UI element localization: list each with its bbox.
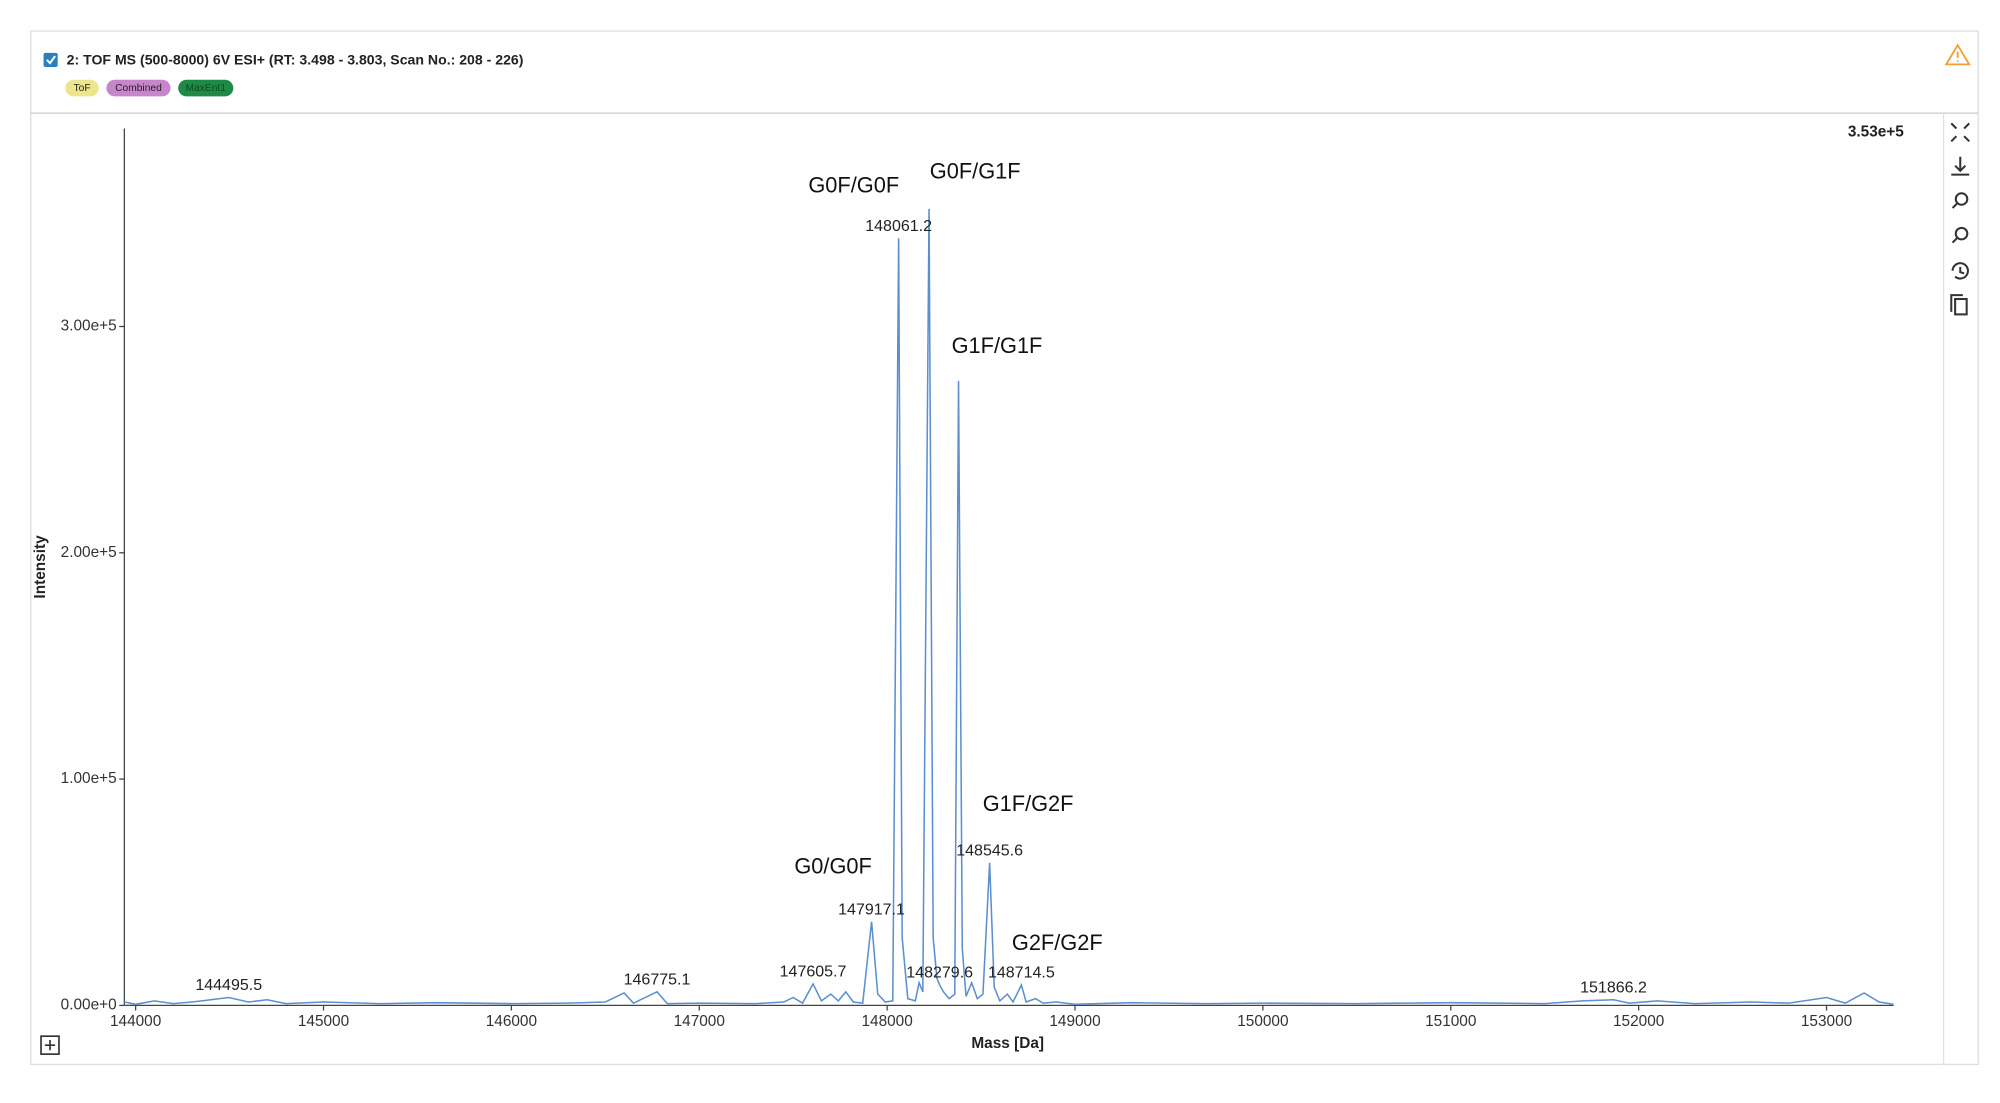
x-tick-label: 147000 [674,1013,725,1030]
spectrum-line [124,208,1894,1006]
peak-mass-label: 144495.5 [195,976,262,994]
tag-label: MaxEnt1 [186,83,227,94]
toolbar [1950,122,1970,316]
x-tick-label: 151000 [1425,1013,1476,1030]
glycoform-annotation: G0F/G1F [930,159,1021,184]
x-axis-label: Mass [Da] [971,1035,1044,1052]
checkmark [46,55,56,65]
x-tick-label: 146000 [486,1013,537,1030]
max-intensity: 3.53e+5 [1848,123,1904,140]
peak-mass-label: 147605.7 [780,963,847,981]
y-tick-label: 2.00e+5 [61,544,117,561]
glycoform-annotation: G1F/G1F [952,333,1043,358]
warning-icon[interactable] [1944,43,1971,66]
checkbox[interactable] [43,52,58,67]
peak-mass-label: 148279.6 [906,964,973,982]
reset-icon[interactable] [1951,262,1969,280]
glycoform-annotation: G2F/G2F [1012,930,1103,955]
peak-mass-label: 151866.2 [1580,978,1647,996]
tag-label: Combined [115,83,162,94]
peak-mass-label: 148061.2 [865,217,932,235]
tag [106,79,171,97]
x-tick-label: 144000 [110,1013,161,1030]
collapse-icon[interactable] [1950,122,1970,143]
add-button[interactable] [40,1035,60,1055]
add-icon [44,1040,56,1051]
trace-title: 2: TOF MS (500-8000) 6V ESI+ (RT: 3.498 … [67,51,524,67]
x-tick-label: 152000 [1613,1013,1664,1030]
copy-icon[interactable] [1954,297,1968,316]
download-icon[interactable] [1951,156,1970,176]
zoom-in-icon[interactable] [1954,226,1969,241]
tag [178,79,234,97]
x-tick-label: 148000 [861,1013,912,1030]
x-tick-label: 150000 [1237,1013,1288,1030]
y-axis-label: Intensity [32,535,49,599]
peak-mass-label: 148714.5 [988,964,1055,982]
glycoform-annotation: G1F/G2F [983,791,1074,816]
y-tick-label: 3.00e+5 [61,318,117,335]
x-tick-label: 153000 [1801,1013,1852,1030]
glycoform-annotation: G0/G0F [794,854,871,879]
peak-mass-label: 146775.1 [624,971,691,989]
peak-mass-label: 147917.1 [838,900,905,918]
tag-label: ToF [74,83,91,94]
x-tick-label: 145000 [298,1013,349,1030]
tag [65,79,99,97]
y-tick-label: 0.00e+0 [61,996,117,1013]
glycoform-annotation: G0F/G0F [808,173,899,198]
peak-mass-label: 148545.6 [956,842,1023,860]
y-tick-label: 1.00e+5 [61,770,117,787]
x-tick-label: 149000 [1049,1013,1100,1030]
panel [30,30,1979,1066]
zoom-out-icon[interactable] [1954,192,1969,206]
